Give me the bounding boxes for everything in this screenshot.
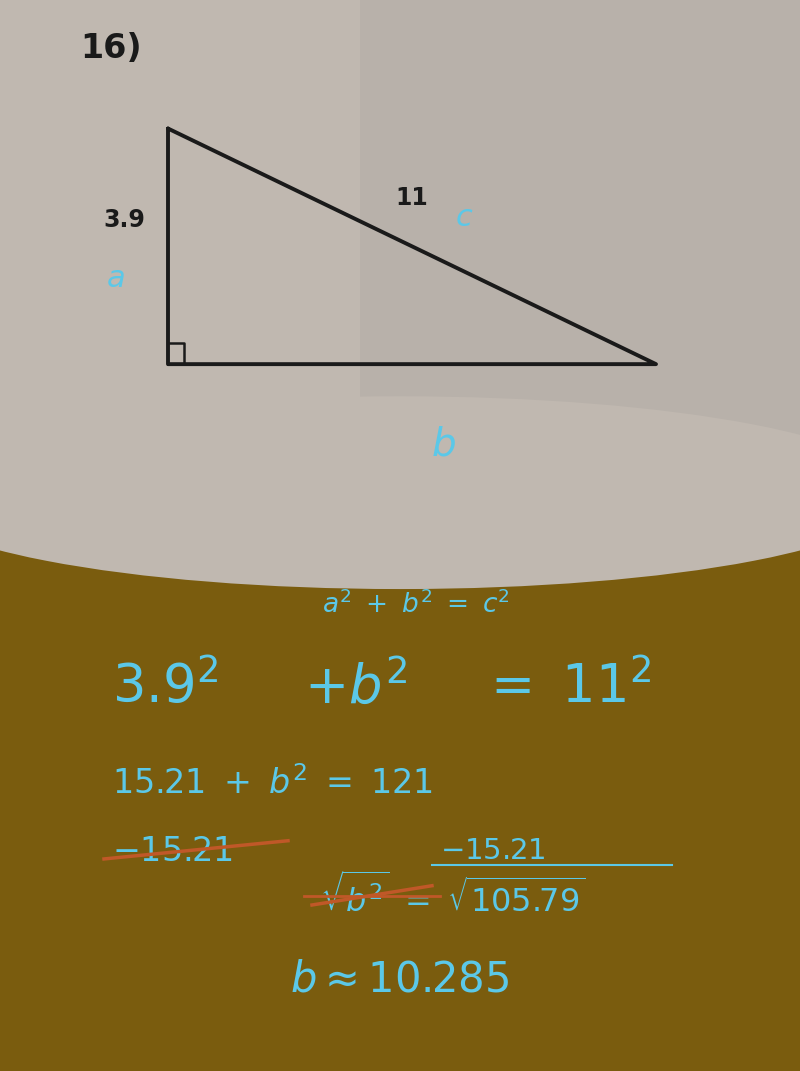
Text: b: b <box>432 425 456 464</box>
Text: $+b^2$: $+b^2$ <box>304 662 408 713</box>
Bar <box>0 471 800 1071</box>
Text: 16): 16) <box>80 32 142 64</box>
Text: $b\approx10.285$: $b\approx10.285$ <box>290 959 510 1001</box>
Text: 11: 11 <box>396 186 428 210</box>
Text: a: a <box>106 263 126 293</box>
Text: $=\ 11^2$: $=\ 11^2$ <box>480 662 651 713</box>
Bar <box>0 0 800 578</box>
Text: $-15.21$: $-15.21$ <box>112 835 233 868</box>
Text: $a^2\ +\ b^2\ =\ c^2$: $a^2\ +\ b^2\ =\ c^2$ <box>322 591 510 619</box>
Text: c: c <box>456 202 472 232</box>
Text: $15.21\ +\ b^2\ =\ 121$: $15.21\ +\ b^2\ =\ 121$ <box>112 767 433 801</box>
Bar <box>360 0 800 525</box>
Text: $\sqrt{b^2}\ =\ \sqrt{105.79}$: $\sqrt{b^2}\ =\ \sqrt{105.79}$ <box>320 873 586 920</box>
Text: $-15.21$: $-15.21$ <box>440 838 546 865</box>
Text: $3.9^2$: $3.9^2$ <box>112 661 218 714</box>
Text: 3.9: 3.9 <box>103 208 145 231</box>
Ellipse shape <box>0 396 800 589</box>
